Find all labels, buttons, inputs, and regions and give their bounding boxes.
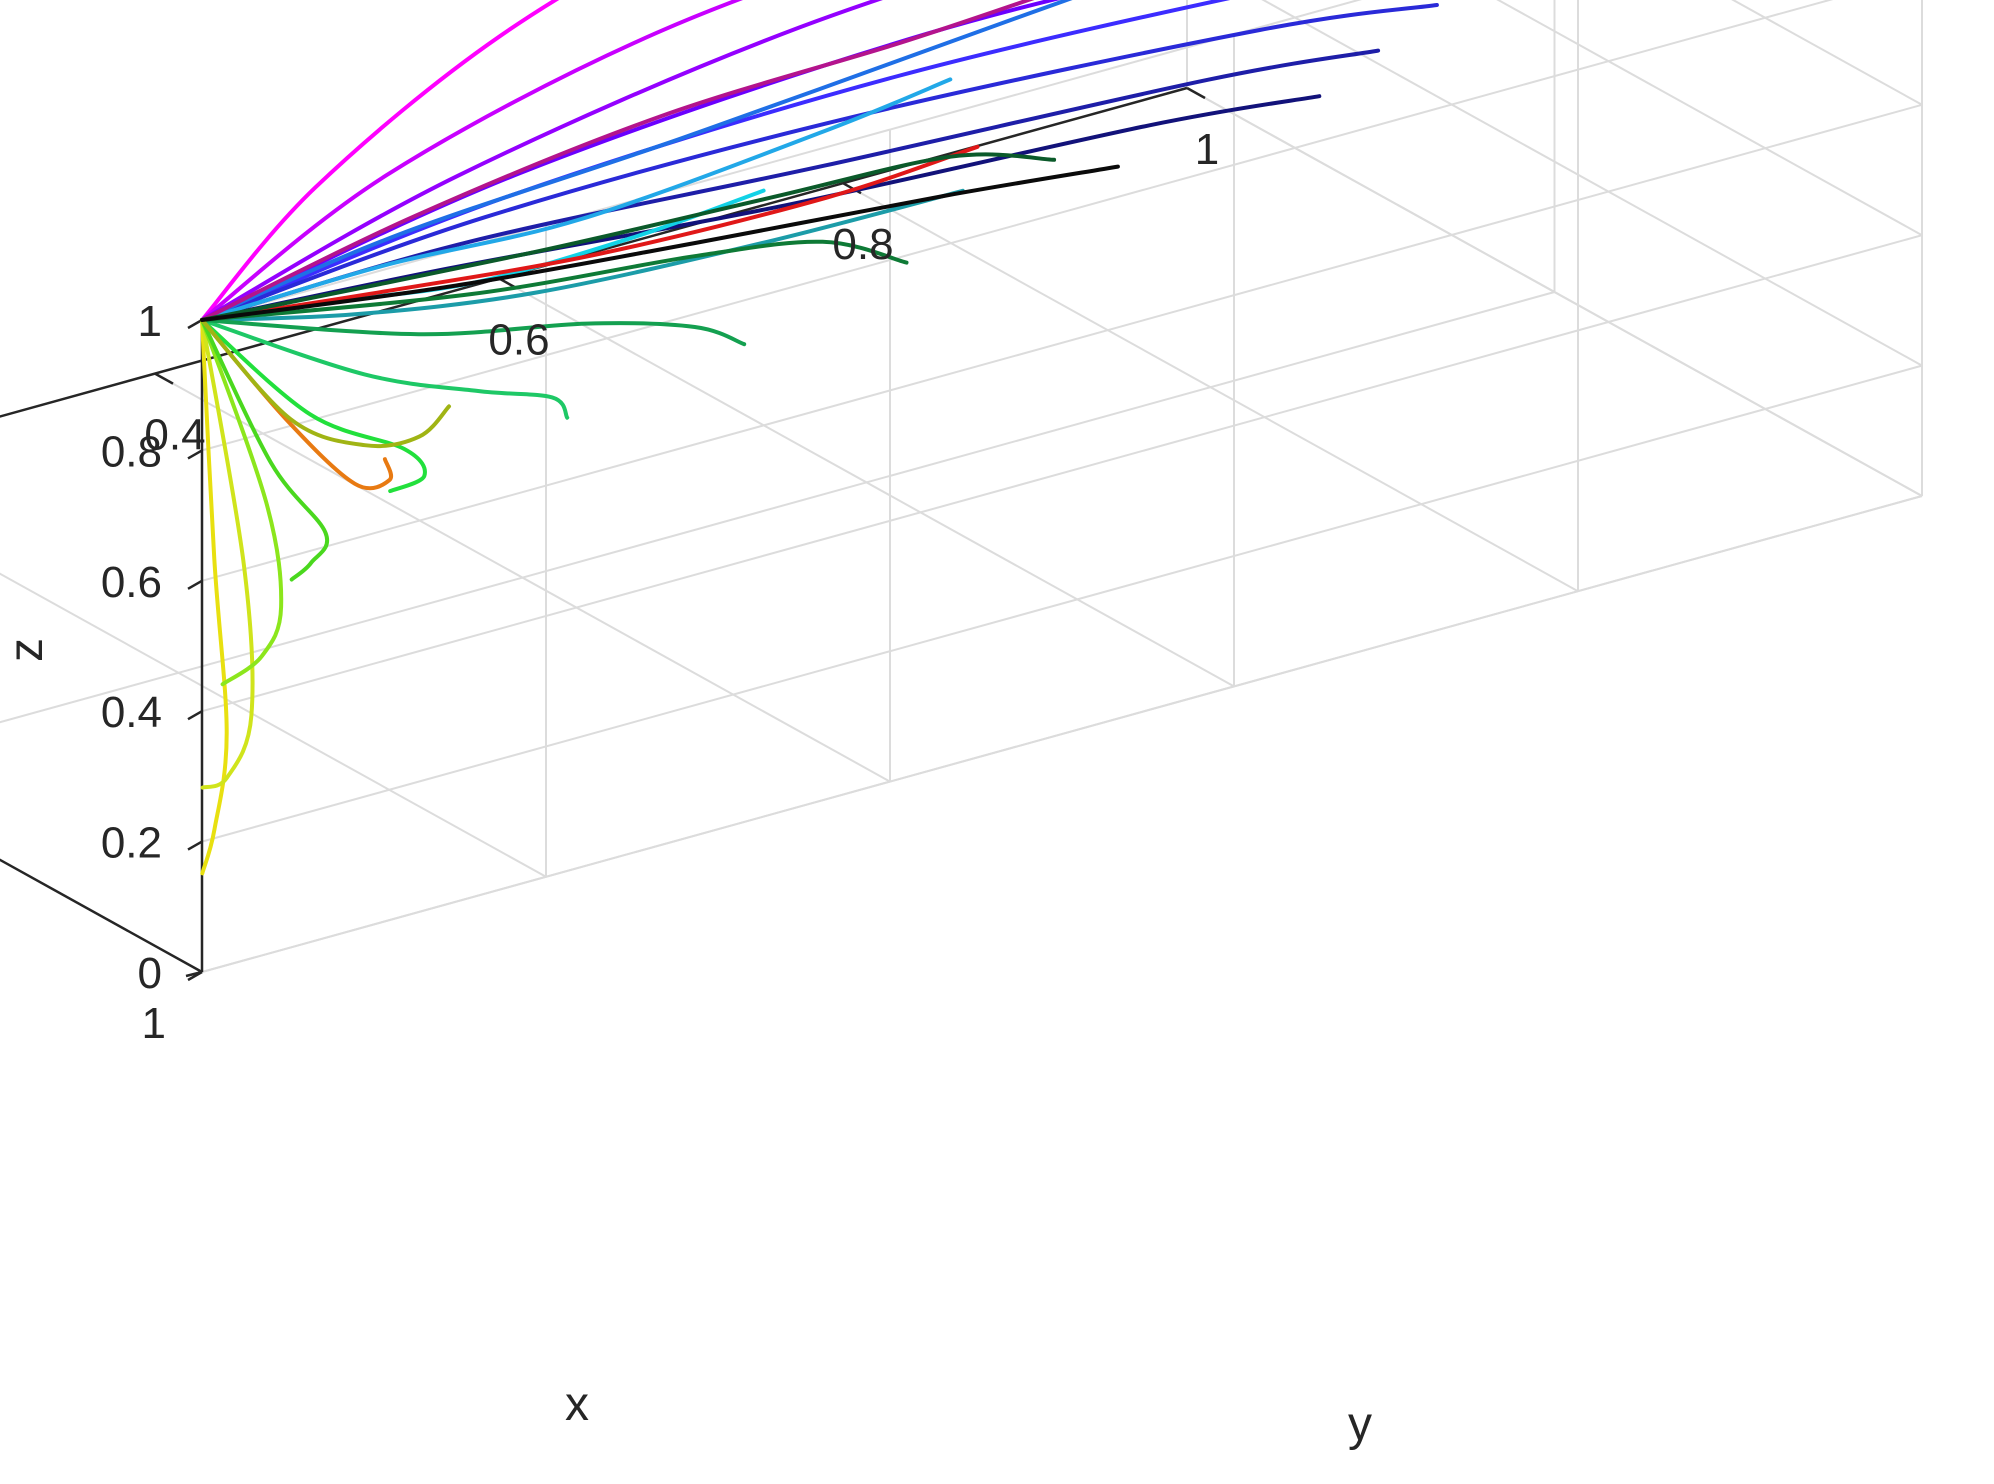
trajectory-line-20 bbox=[200, 318, 570, 420]
grid-line bbox=[201, 364, 1923, 843]
grid-line bbox=[201, 0, 1834, 452]
trajectory-line-21 bbox=[200, 318, 747, 347]
grid-line bbox=[201, 495, 1923, 973]
z-tick-label: 0 bbox=[138, 949, 162, 998]
trajectory-line-9 bbox=[200, 0, 1073, 322]
z-tick-label: 1 bbox=[138, 297, 162, 346]
y-tick-label: 0.6 bbox=[488, 315, 549, 364]
grid-line bbox=[498, 277, 1235, 688]
z-tick-mark bbox=[187, 318, 203, 330]
z-tick-label: 0.4 bbox=[101, 688, 162, 737]
x-axis-title: x bbox=[565, 1378, 589, 1431]
grid-line bbox=[1186, 87, 1923, 497]
trajectory-line-1 bbox=[200, 0, 560, 322]
y-tick-label: 0.4 bbox=[144, 411, 205, 460]
y-tick-mark bbox=[154, 372, 174, 385]
x-tick-label: 1 bbox=[142, 999, 166, 1048]
z-tick-mark bbox=[187, 579, 203, 590]
trajectory-line-22 bbox=[200, 239, 909, 322]
trajectory-line-17 bbox=[200, 318, 284, 687]
grid-line bbox=[842, 182, 1579, 593]
x-axis-line bbox=[0, 858, 203, 974]
trajectory-line-25 bbox=[200, 318, 451, 448]
trajectory-line-5 bbox=[200, 0, 1231, 322]
z-tick-label: 0.8 bbox=[101, 427, 162, 476]
grid-line bbox=[0, 572, 547, 878]
trajectory-line-7 bbox=[200, 48, 1381, 322]
trajectory-line-2 bbox=[200, 0, 743, 322]
x-tick-mark bbox=[185, 970, 203, 978]
z-tick-mark bbox=[187, 449, 203, 460]
grid-line bbox=[201, 0, 1363, 321]
z-tick-label: 0.2 bbox=[101, 819, 162, 868]
trajectory-line-18 bbox=[200, 318, 330, 582]
trajectory-line-23 bbox=[200, 152, 1057, 322]
z-tick-mark bbox=[187, 840, 203, 851]
z-tick-mark bbox=[187, 710, 203, 721]
y-tick-label: 0.8 bbox=[832, 220, 893, 269]
grid-line bbox=[0, 858, 203, 973]
trajectory-line-19 bbox=[200, 318, 427, 494]
grid-line bbox=[201, 103, 1923, 582]
z-tick-label: 0.6 bbox=[101, 558, 162, 607]
y-tick-mark bbox=[1186, 86, 1206, 100]
trajectory-line-15 bbox=[200, 318, 229, 876]
y-tick-label: 1 bbox=[1195, 125, 1219, 174]
trajectory-line-16 bbox=[200, 318, 255, 790]
z-axis-title: z bbox=[0, 638, 53, 662]
grid-line bbox=[0, 87, 1188, 418]
trajectory-line-26 bbox=[200, 164, 1120, 322]
grid-line bbox=[201, 234, 1923, 713]
trajectory-line-13 bbox=[200, 144, 980, 322]
trajectory-line-6 bbox=[200, 3, 1439, 322]
axes bbox=[0, 86, 1206, 982]
grid-line bbox=[1731, 0, 1923, 106]
grid-line bbox=[0, 291, 1555, 724]
trajectory-line-3 bbox=[200, 0, 883, 322]
trajectory-series bbox=[200, 0, 1439, 876]
y-axis-line bbox=[0, 86, 1188, 418]
trajectory-line-14 bbox=[200, 0, 1035, 322]
y-axis-title: y bbox=[1348, 1398, 1372, 1451]
trajectory-line-12 bbox=[200, 188, 965, 322]
grid-line bbox=[154, 372, 891, 783]
trajectory-line-10 bbox=[200, 77, 953, 322]
tick-labels: 00.20.40.60.8100.5100.20.40.60.81 bbox=[101, 125, 1219, 1048]
trajectory-line-4 bbox=[200, 0, 1061, 322]
